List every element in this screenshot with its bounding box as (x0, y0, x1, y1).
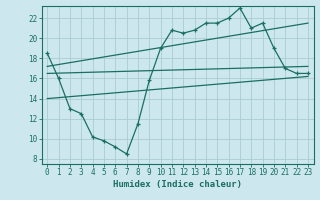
X-axis label: Humidex (Indice chaleur): Humidex (Indice chaleur) (113, 180, 242, 189)
